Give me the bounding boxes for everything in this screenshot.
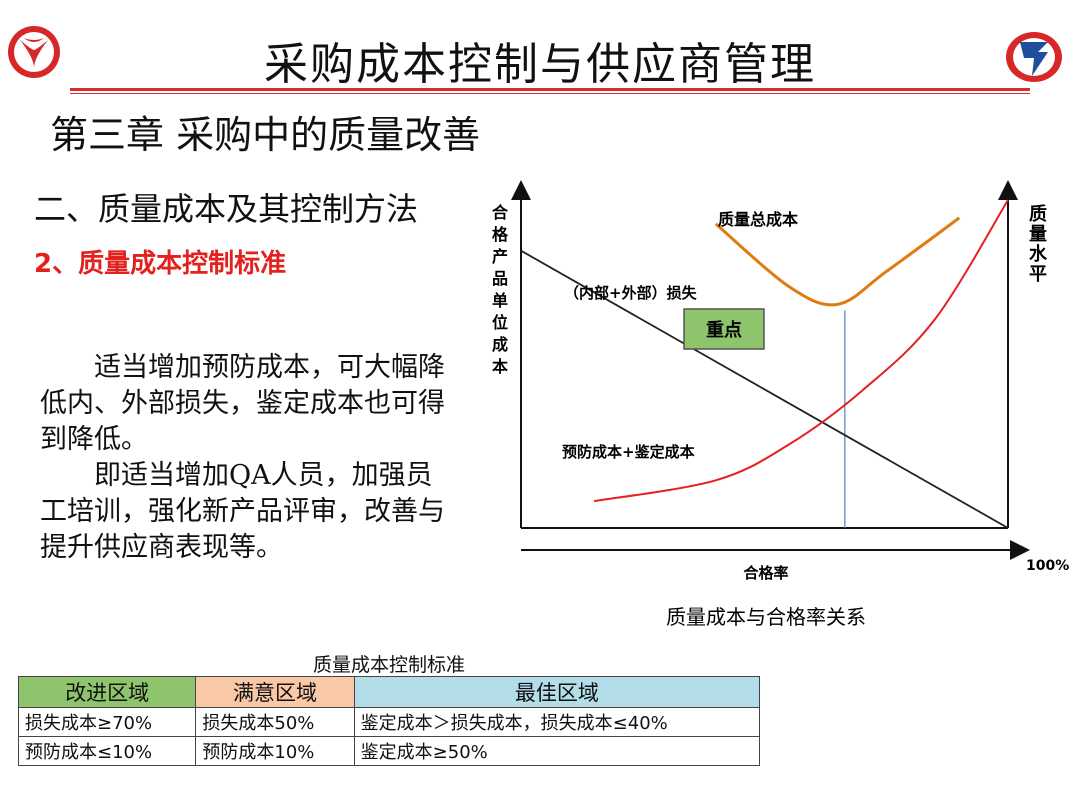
quality-cost-standard-table: 改进区域 满意区域 最佳区域 损失成本≥70% 损失成本50% 鉴定成本＞损失成… — [17, 676, 761, 766]
series-prevention-line — [593, 199, 1009, 503]
table-title: 质量成本控制标准 — [312, 654, 465, 676]
axis-label-char: 本 — [492, 357, 508, 376]
highlight-label: 重点 — [706, 319, 742, 341]
table-cell: 鉴定成本≥50% — [353, 736, 761, 766]
axis-label-char: 合 — [492, 203, 509, 222]
x-axis-label: 合格率 — [742, 564, 788, 582]
series-loss-line — [520, 249, 1009, 529]
x-axis-end-label: 100% — [1026, 558, 1069, 574]
axis-label-char: 平 — [1029, 264, 1047, 285]
series-label-prevention: 预防成本+鉴定成本 — [562, 443, 695, 461]
header-improvement-zone: 改进区域 — [17, 676, 197, 708]
dongfeng-logo — [8, 26, 60, 78]
axis-label-char: 水 — [1029, 243, 1048, 265]
y-axis-label-right: 质量水平 — [1029, 204, 1048, 285]
company-emblem-logo — [1006, 32, 1062, 82]
axis-label-char: 单 — [492, 291, 508, 310]
axis-label-char: 质 — [1029, 204, 1047, 225]
title-divider-thin — [70, 93, 1030, 94]
chapter-heading: 第三章 采购中的质量改善 — [50, 113, 481, 157]
chart-title: 质量总成本 — [718, 210, 798, 229]
body-paragraph-2: 即适当增加QA人员，加强员工培训，强化新产品评审，改善与提升供应商表现等。 — [40, 460, 445, 563]
axis-label-char: 产 — [492, 247, 508, 266]
table-cell: 预防成本10% — [195, 736, 355, 766]
page-title: 采购成本控制与供应商管理 — [264, 39, 816, 90]
section-heading: 二、质量成本及其控制方法 — [34, 190, 419, 228]
y-axis-label-left: 合格产品单位成本 — [492, 203, 509, 376]
header-satisfactory-zone: 满意区域 — [195, 676, 355, 708]
body-paragraph-1: 适当增加预防成本，可大幅降低内、外部损失，鉴定成本也可得到降低。 — [40, 352, 445, 455]
table-cell: 损失成本50% — [195, 707, 355, 737]
chart-caption: 质量成本与合格率关系 — [666, 605, 866, 629]
table-cell: 鉴定成本＞损失成本，损失成本≤40% — [353, 707, 761, 737]
highlight-box — [683, 308, 765, 350]
header-optimal-zone: 最佳区域 — [353, 676, 761, 708]
axis-label-char: 品 — [492, 269, 508, 288]
table-cell: 预防成本≤10% — [17, 736, 197, 766]
subsection-heading: 2、质量成本控制标准 — [34, 249, 287, 279]
body-text: 适当增加预防成本，可大幅降低内、外部损失，鉴定成本也可得到降低。 即适当增加QA… — [40, 350, 450, 566]
axis-label-char: 格 — [492, 225, 509, 244]
axis-label-char: 成 — [492, 335, 508, 354]
table-cell: 损失成本≥70% — [17, 707, 197, 737]
axis-label-char: 位 — [492, 313, 508, 332]
series-total-cost-line — [714, 216, 961, 307]
axis-label-char: 量 — [1029, 223, 1047, 245]
quality-cost-chart: 质量总成本 （内部+外部）损失 预防成本+鉴定成本 重点 合格率 100% 质量… — [492, 180, 1069, 629]
title-divider — [70, 88, 1030, 91]
series-label-loss: （内部+外部）损失 — [564, 284, 698, 302]
